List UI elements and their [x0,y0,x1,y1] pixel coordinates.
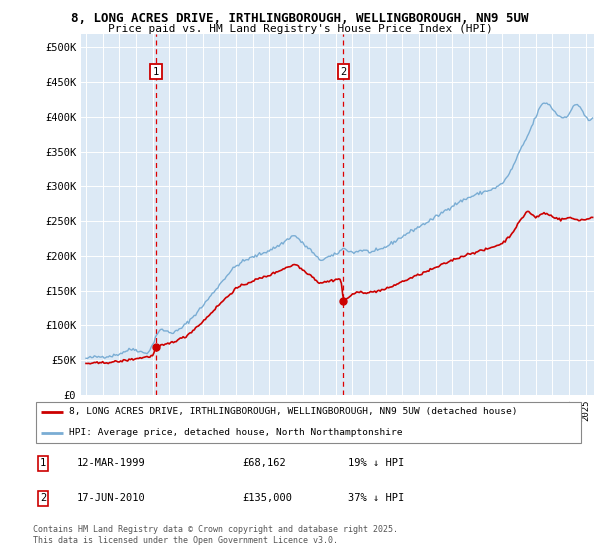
Text: 1: 1 [152,67,159,77]
FancyBboxPatch shape [36,402,581,443]
Text: 1: 1 [40,459,46,468]
Text: HPI: Average price, detached house, North Northamptonshire: HPI: Average price, detached house, Nort… [69,428,403,437]
Text: 37% ↓ HPI: 37% ↓ HPI [347,493,404,503]
Text: £68,162: £68,162 [243,459,287,468]
Text: Contains HM Land Registry data © Crown copyright and database right 2025.
This d: Contains HM Land Registry data © Crown c… [33,525,398,545]
Text: 8, LONG ACRES DRIVE, IRTHLINGBOROUGH, WELLINGBOROUGH, NN9 5UW: 8, LONG ACRES DRIVE, IRTHLINGBOROUGH, WE… [71,12,529,25]
Text: 12-MAR-1999: 12-MAR-1999 [77,459,146,468]
Text: 17-JUN-2010: 17-JUN-2010 [77,493,146,503]
Text: 2: 2 [340,67,347,77]
Text: 8, LONG ACRES DRIVE, IRTHLINGBOROUGH, WELLINGBOROUGH, NN9 5UW (detached house): 8, LONG ACRES DRIVE, IRTHLINGBOROUGH, WE… [69,407,517,416]
Text: 2: 2 [40,493,46,503]
Text: 19% ↓ HPI: 19% ↓ HPI [347,459,404,468]
Text: £135,000: £135,000 [243,493,293,503]
Text: Price paid vs. HM Land Registry's House Price Index (HPI): Price paid vs. HM Land Registry's House … [107,24,493,34]
